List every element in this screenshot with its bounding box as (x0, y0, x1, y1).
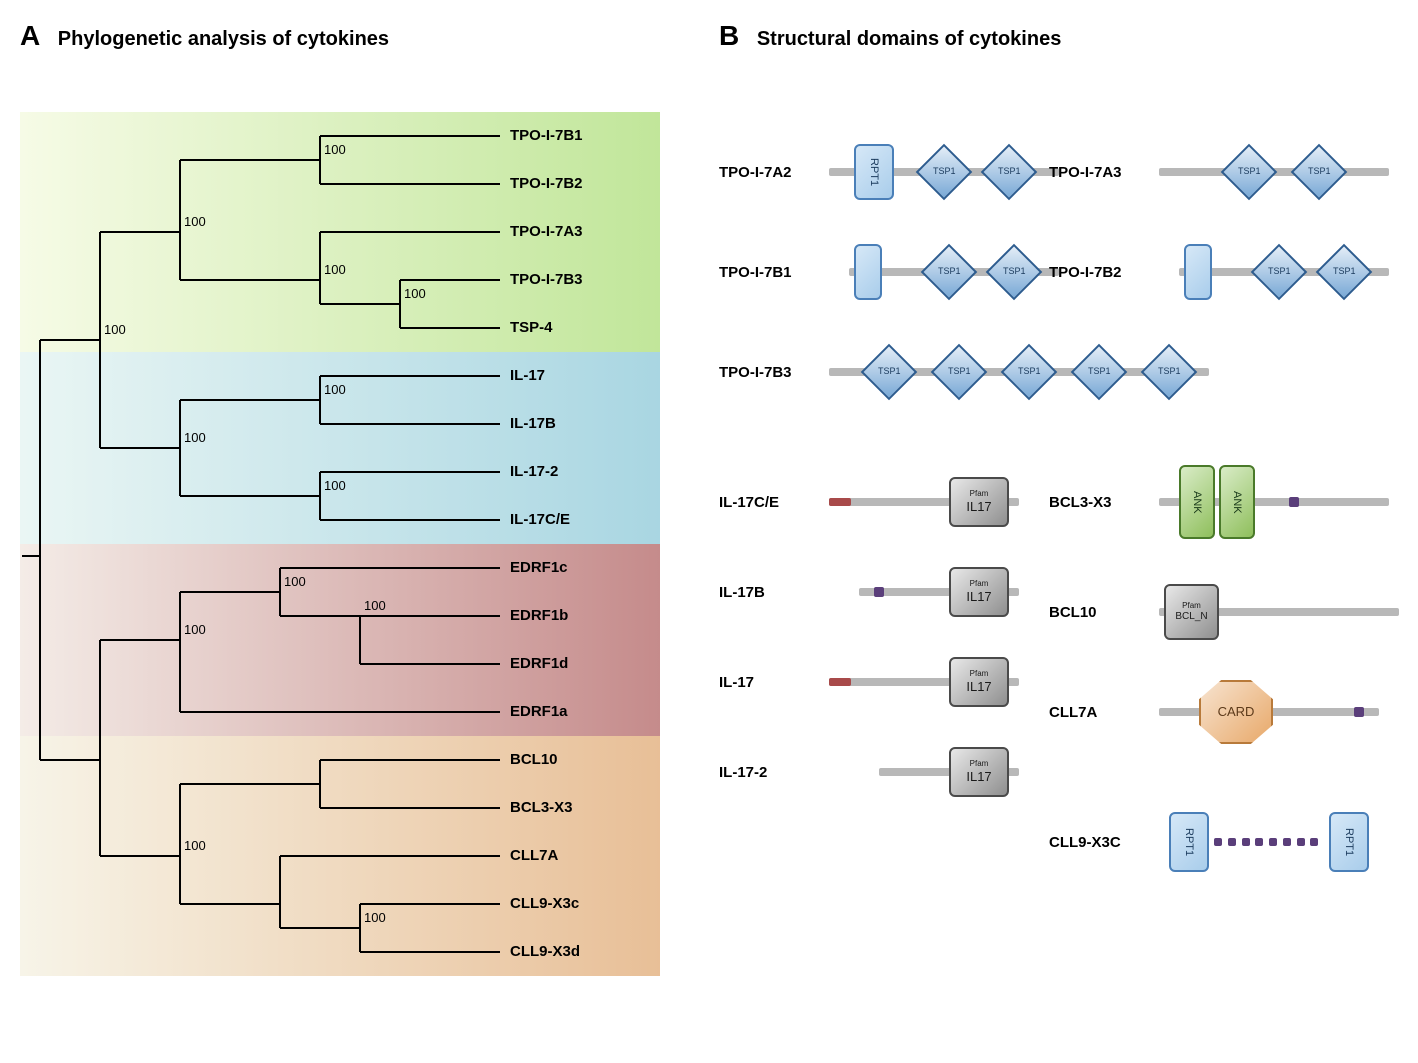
protein-track: ANKANK (1159, 472, 1389, 532)
protein-track: PfamIL17 (829, 472, 1019, 532)
domain-tsp: TSP1 (921, 244, 978, 301)
domain-tsp: TSP1 (1141, 344, 1198, 401)
linker-dash (1310, 838, 1318, 846)
protein-tpo-i-7b2: TPO-I-7B2TSP1TSP1 (1049, 242, 1389, 302)
protein-label: TPO-I-7B1 (719, 264, 829, 281)
domain-tsp: TSP1 (1071, 344, 1128, 401)
linker-dash (1283, 838, 1291, 846)
linker-dash (1214, 838, 1222, 846)
domain-tsp: TSP1 (1001, 344, 1058, 401)
protein-track: PfamIL17 (829, 652, 1019, 712)
signal-peptide (829, 498, 851, 506)
panel-a-letter: A (20, 20, 40, 51)
protein-track: TSP1TSP1 (1159, 142, 1389, 202)
domain-pfam: PfamIL17 (949, 657, 1009, 707)
domain-tsp: TSP1 (916, 144, 973, 201)
domain-pfam: PfamIL17 (949, 567, 1009, 617)
protein-track: RPT1 TSP1TSP1 (829, 142, 1059, 202)
protein-bcl3-x3: BCL3-X3ANKANK (1049, 472, 1389, 532)
domain-rpt: RPT1 (1169, 812, 1209, 872)
protein-label: IL-17 (719, 674, 829, 691)
protein-label: BCL3-X3 (1049, 494, 1159, 511)
panel-b-title: Structural domains of cytokines (757, 28, 1062, 50)
domain-pfam: PfamIL17 (949, 477, 1009, 527)
protein-label: IL-17B (719, 584, 829, 601)
protein-track: CARD (1159, 682, 1379, 742)
protein-il-17c-e: IL-17C/E PfamIL17 (719, 472, 1019, 532)
domain-tsp: TSP1 (1221, 144, 1278, 201)
protein-track: TSP1TSP1TSP1TSP1TSP1 (829, 342, 1209, 402)
protein-track: PfamBCL_N (1159, 582, 1399, 642)
protein-label: IL-17-2 (719, 764, 829, 781)
domain-rpt: RPT1 (1329, 812, 1369, 872)
protein-label: TPO-I-7A2 (719, 164, 829, 181)
domain-tsp: TSP1 (931, 344, 988, 401)
protein-il-17-2: IL-17-2 PfamIL17 (719, 742, 1019, 802)
domain-tsp: TSP1 (1291, 144, 1348, 201)
linker-dash (1297, 838, 1305, 846)
protein-label: TPO-I-7B3 (719, 364, 829, 381)
motif-dot (874, 587, 884, 597)
domain-tsp: TSP1 (986, 244, 1043, 301)
linker-dash (1228, 838, 1236, 846)
protein-label: CLL7A (1049, 704, 1159, 721)
protein-label: IL-17C/E (719, 494, 829, 511)
linker-dash (1255, 838, 1263, 846)
domain-diagram-area: TPO-I-7A2RPT1TSP1TSP1TPO-I-7A3TSP1TSP1TP… (719, 112, 1379, 1012)
protein-bcl10: BCL10 PfamBCL_N (1049, 582, 1399, 642)
protein-cll9-x3c: CLL9-X3C RPT1 RPT1 (1049, 812, 1389, 872)
protein-tpo-i-7a3: TPO-I-7A3TSP1TSP1 (1049, 142, 1389, 202)
phylo-tree: TPO-I-7B1TPO-I-7B2TPO-I-7A3TPO-I-7B3TSP-… (20, 112, 660, 1012)
protein-track: TSP1TSP1 (829, 242, 1059, 302)
domain-tsp: TSP1 (981, 144, 1038, 201)
tree-branches (20, 112, 660, 1012)
protein-tpo-i-7b1: TPO-I-7B1TSP1TSP1 (719, 242, 1059, 302)
domain-ank: ANK (1179, 465, 1215, 539)
panel-b-heading: B Structural domains of cytokines (719, 20, 1398, 52)
panel-a-heading: A Phylogenetic analysis of cytokines (20, 20, 679, 52)
figure-root: A Phylogenetic analysis of cytokines TPO… (20, 20, 1398, 1012)
protein-label: CLL9-X3C (1049, 834, 1159, 851)
domain-tsp: TSP1 (1316, 244, 1373, 301)
panel-b-letter: B (719, 20, 739, 51)
domain-rpt (854, 244, 882, 300)
domain-rpt: RPT1 (854, 144, 894, 200)
domain-pfam: PfamIL17 (949, 747, 1009, 797)
domain-pfam: PfamBCL_N (1164, 584, 1219, 640)
signal-peptide (829, 678, 851, 686)
domain-rpt (1184, 244, 1212, 300)
protein-track: PfamIL17 (829, 742, 1019, 802)
domain-tsp: TSP1 (861, 344, 918, 401)
domain-ank: ANK (1219, 465, 1255, 539)
motif-dot (1289, 497, 1299, 507)
panel-a: A Phylogenetic analysis of cytokines TPO… (20, 20, 679, 1012)
protein-il-17: IL-17 PfamIL17 (719, 652, 1019, 712)
protein-tpo-i-7b3: TPO-I-7B3TSP1TSP1TSP1TSP1TSP1 (719, 342, 1209, 402)
protein-track: RPT1 RPT1 (1159, 812, 1389, 872)
protein-cll7a: CLL7A CARD (1049, 682, 1379, 742)
domain-card: CARD (1199, 680, 1273, 744)
domain-tsp: TSP1 (1251, 244, 1308, 301)
motif-dot (1354, 707, 1364, 717)
linker-dash (1269, 838, 1277, 846)
panel-b: B Structural domains of cytokines TPO-I-… (719, 20, 1398, 1012)
panel-a-title: Phylogenetic analysis of cytokines (58, 28, 389, 50)
protein-label: BCL10 (1049, 604, 1159, 621)
protein-il-17b: IL-17B PfamIL17 (719, 562, 1019, 622)
linker-dash (1242, 838, 1250, 846)
protein-label: TPO-I-7A3 (1049, 164, 1159, 181)
protein-label: TPO-I-7B2 (1049, 264, 1159, 281)
protein-track: PfamIL17 (829, 562, 1019, 622)
protein-tpo-i-7a2: TPO-I-7A2 RPT1 TSP1TSP1 (719, 142, 1059, 202)
protein-track: TSP1TSP1 (1159, 242, 1389, 302)
